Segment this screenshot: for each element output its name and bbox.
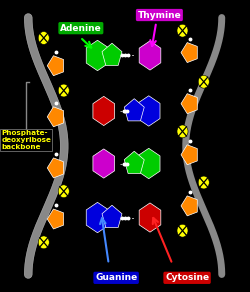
Text: Guanine: Guanine: [95, 273, 137, 282]
Circle shape: [177, 224, 188, 237]
Polygon shape: [181, 196, 197, 216]
Polygon shape: [139, 203, 161, 232]
Circle shape: [177, 125, 188, 138]
Circle shape: [38, 135, 49, 148]
Polygon shape: [124, 99, 144, 121]
Text: Cytosine: Cytosine: [165, 273, 209, 282]
Text: Phosphate-
deoxyribose
backbone: Phosphate- deoxyribose backbone: [1, 130, 51, 150]
Polygon shape: [102, 205, 122, 227]
Polygon shape: [124, 151, 144, 173]
Polygon shape: [139, 41, 161, 70]
Polygon shape: [47, 209, 64, 229]
Polygon shape: [102, 43, 122, 65]
Text: Adenine: Adenine: [60, 24, 102, 33]
Circle shape: [38, 32, 49, 44]
Circle shape: [198, 176, 209, 189]
Polygon shape: [47, 56, 64, 76]
Polygon shape: [86, 202, 109, 233]
Circle shape: [58, 185, 69, 198]
Polygon shape: [86, 40, 109, 71]
Circle shape: [58, 84, 69, 97]
Polygon shape: [47, 158, 64, 178]
Polygon shape: [93, 96, 114, 126]
Polygon shape: [181, 43, 197, 62]
Circle shape: [177, 24, 188, 37]
Circle shape: [198, 75, 209, 88]
Polygon shape: [181, 145, 197, 165]
Polygon shape: [93, 149, 114, 178]
Text: Thymine: Thymine: [138, 11, 181, 20]
Polygon shape: [47, 107, 64, 127]
Circle shape: [38, 236, 49, 249]
Polygon shape: [138, 148, 160, 179]
Polygon shape: [181, 94, 197, 114]
Polygon shape: [138, 96, 160, 126]
